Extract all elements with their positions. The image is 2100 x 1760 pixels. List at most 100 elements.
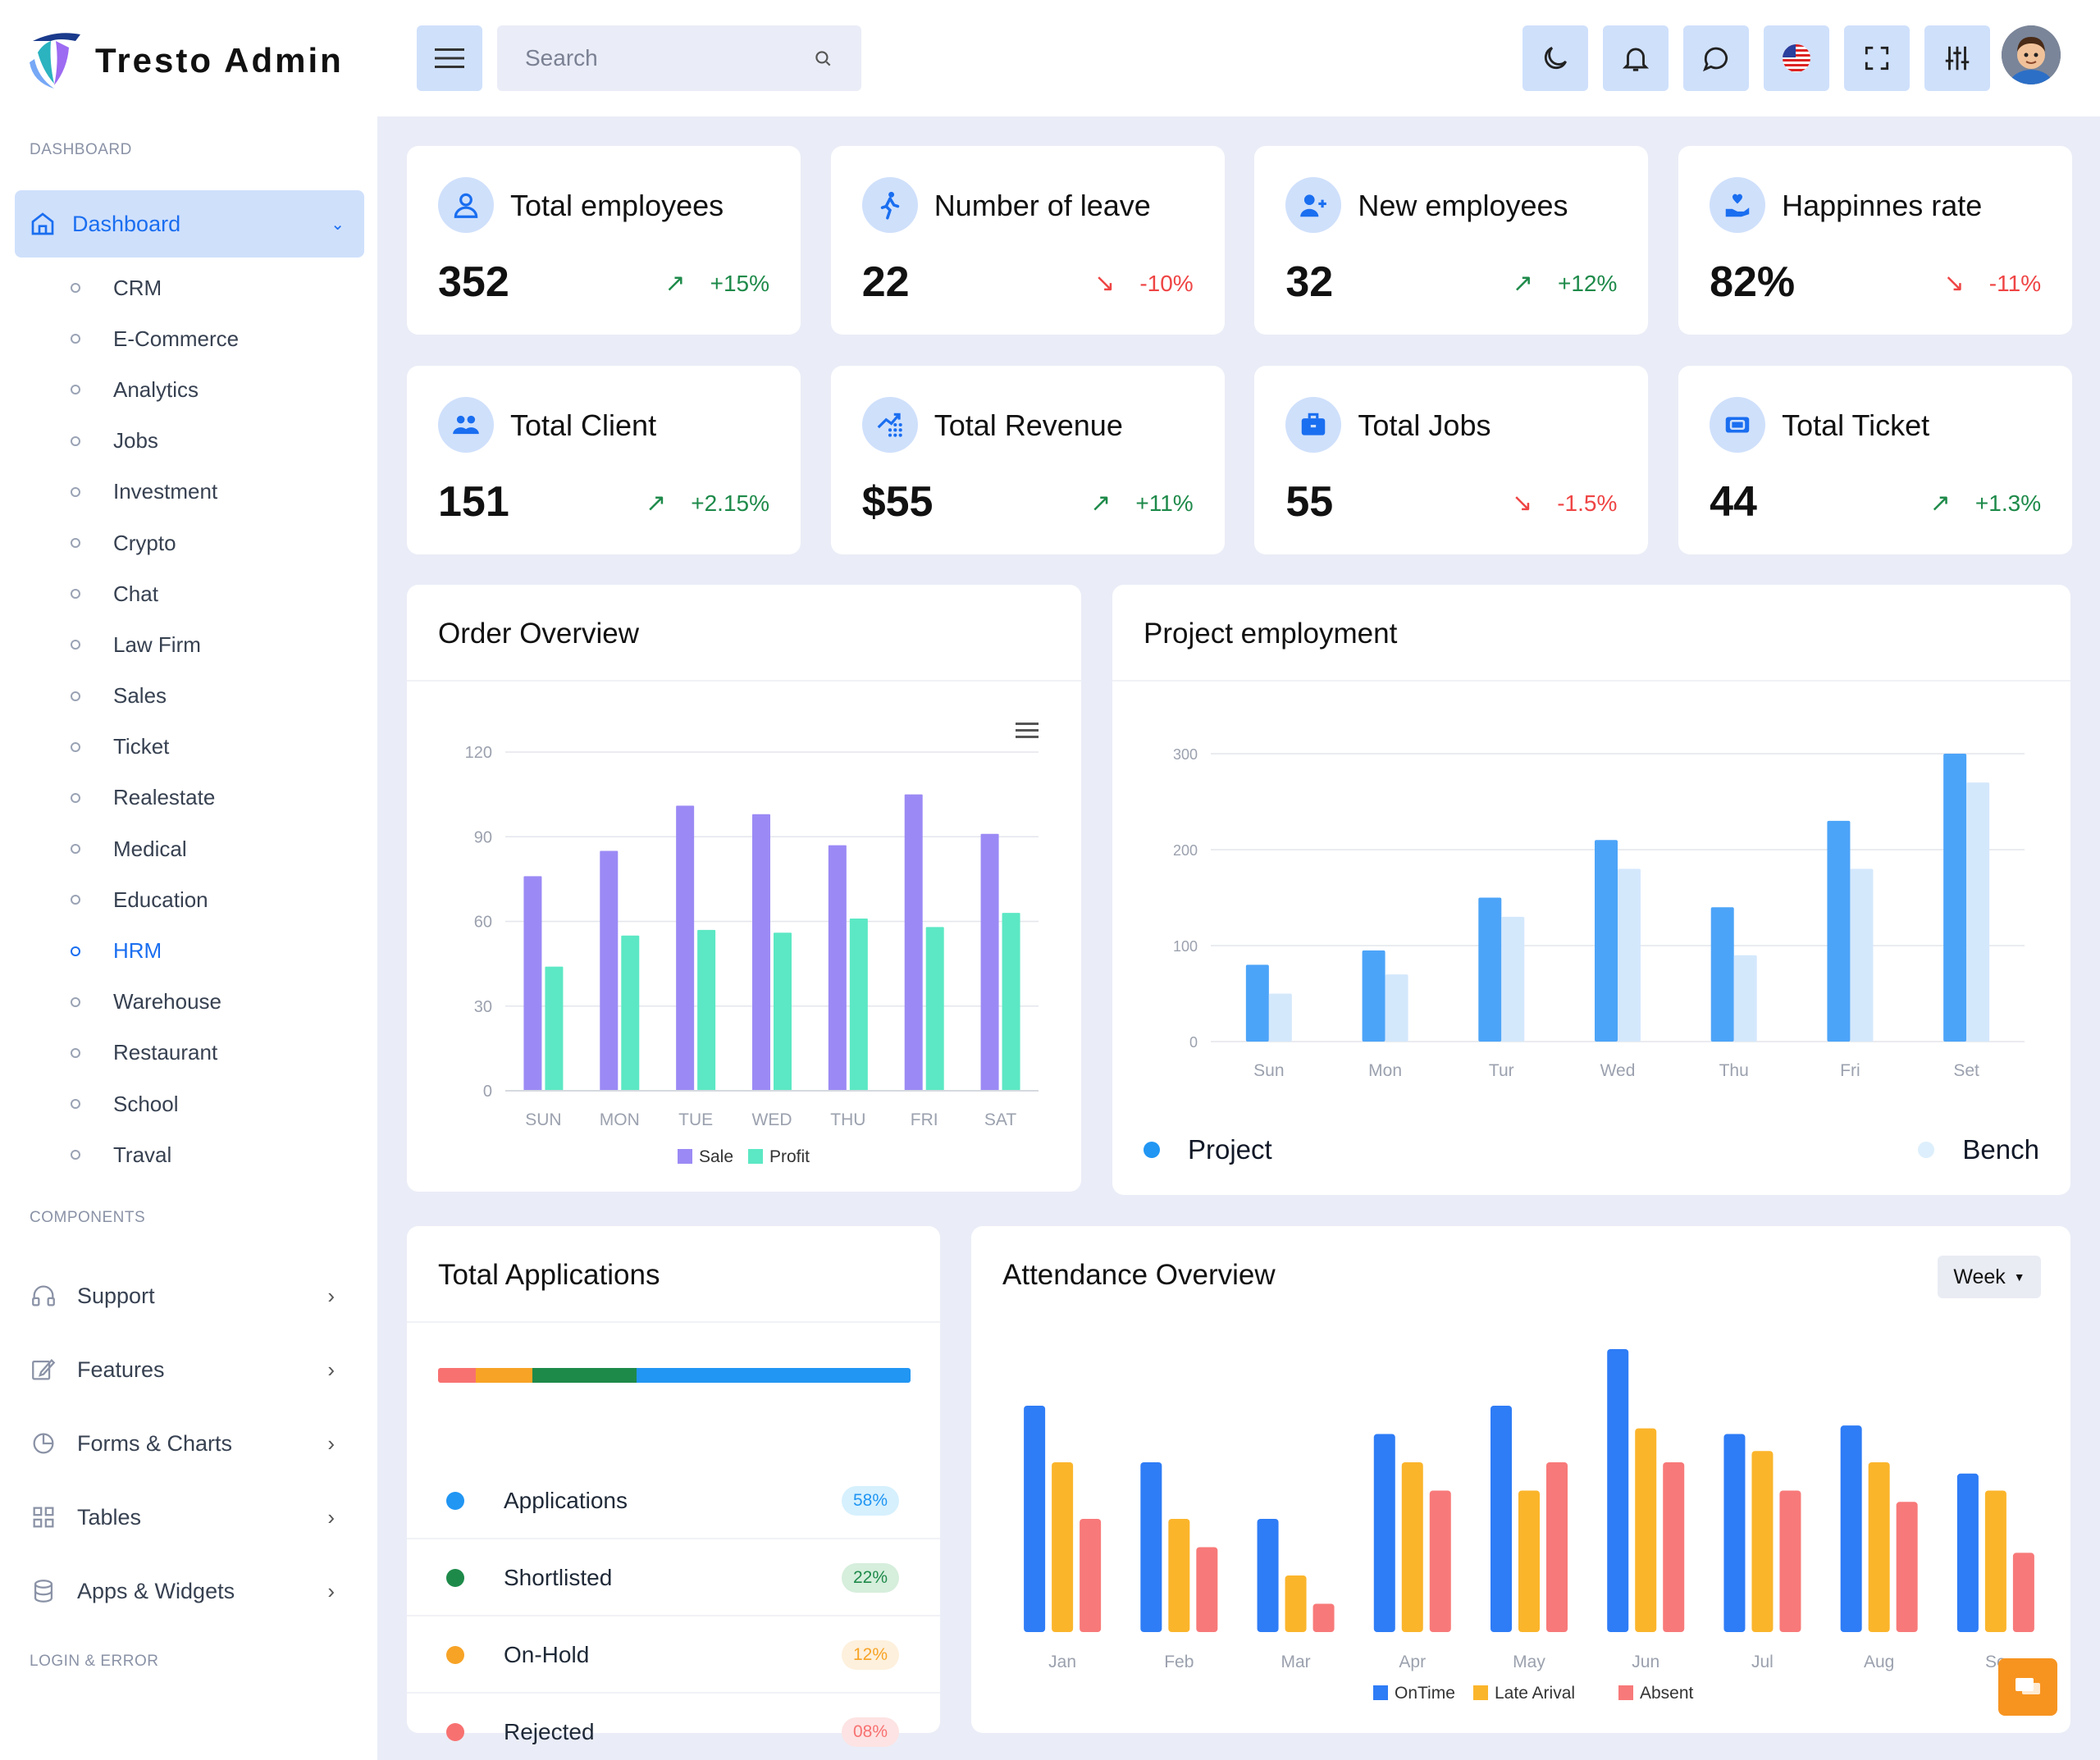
sidebar-item-investment[interactable]: Investment (0, 467, 377, 518)
bar-late-arival[interactable] (1052, 1462, 1074, 1632)
sidebar-item-realestate[interactable]: Realestate (0, 773, 377, 823)
list-item[interactable]: On-Hold 12% (407, 1618, 940, 1694)
bar-sale[interactable] (523, 876, 542, 1091)
bar-sale[interactable] (676, 805, 695, 1091)
bar-profit[interactable] (774, 932, 792, 1091)
range-select[interactable]: Week ▼ (1938, 1256, 2041, 1298)
sidebar-item-crm[interactable]: CRM (0, 262, 377, 313)
bar-project[interactable] (1710, 907, 1734, 1042)
bar-sale[interactable] (752, 814, 770, 1091)
sidebar-item-tables[interactable]: Tables › (0, 1480, 377, 1554)
sidebar-item-dashboard[interactable]: Dashboard ⌄ (15, 190, 364, 258)
chart-menu-icon[interactable] (1016, 723, 1039, 725)
bar-ontime[interactable] (1140, 1462, 1162, 1632)
bar-ontime[interactable] (1257, 1519, 1279, 1632)
sidebar-item-warehouse[interactable]: Warehouse (0, 977, 377, 1028)
bar-late-arival[interactable] (1518, 1490, 1540, 1633)
sidebar-item-traval[interactable]: Traval (0, 1129, 377, 1180)
messages-button[interactable] (1683, 25, 1749, 91)
bar-project[interactable] (1245, 964, 1269, 1042)
sidebar-item-ticket[interactable]: Ticket (0, 722, 377, 773)
legend-label[interactable]: Late Arival (1495, 1684, 1575, 1703)
bar-ontime[interactable] (1723, 1434, 1746, 1633)
bar-sale[interactable] (600, 850, 619, 1091)
bar-sale[interactable] (828, 845, 847, 1091)
bar-ontime[interactable] (1607, 1349, 1629, 1632)
bar-bench[interactable] (1618, 869, 1641, 1042)
bar-project[interactable] (1595, 840, 1618, 1042)
chat-widget-button[interactable] (1998, 1658, 2057, 1716)
language-button[interactable] (1764, 25, 1829, 91)
sidebar-item-forms-charts[interactable]: Forms & Charts › (0, 1407, 377, 1480)
search-bar[interactable]: Search (497, 25, 861, 91)
bar-bench[interactable] (1966, 782, 1990, 1042)
sidebar-item-law-firm[interactable]: Law Firm (0, 619, 377, 670)
bar-ontime[interactable] (1956, 1473, 1979, 1632)
bar-late-arival[interactable] (1285, 1575, 1307, 1632)
bar-late-arival[interactable] (1401, 1462, 1423, 1632)
bar-absent[interactable] (1546, 1462, 1568, 1632)
bar-absent[interactable] (1196, 1547, 1218, 1633)
bar-absent[interactable] (1896, 1502, 1918, 1632)
brand[interactable]: Tresto Admin (26, 30, 344, 92)
bar-project[interactable] (1943, 754, 1967, 1042)
chart-menu-icon[interactable] (1016, 736, 1039, 738)
bar-bench[interactable] (1268, 993, 1292, 1042)
legend-label[interactable]: Sale (699, 1147, 733, 1166)
settings-button[interactable] (1924, 25, 1990, 91)
bar-absent[interactable] (1312, 1603, 1335, 1633)
sidebar-item-apps-widgets[interactable]: Apps & Widgets › (0, 1554, 377, 1628)
legend-label[interactable]: OnTime (1395, 1684, 1455, 1703)
sidebar-item-analytics[interactable]: Analytics (0, 364, 377, 415)
sidebar-item-school[interactable]: School (0, 1078, 377, 1129)
bar-ontime[interactable] (1373, 1434, 1395, 1633)
bar-absent[interactable] (1080, 1519, 1102, 1632)
dark-mode-button[interactable] (1522, 25, 1588, 91)
bar-profit[interactable] (545, 966, 564, 1091)
bar-project[interactable] (1478, 897, 1502, 1042)
bar-profit[interactable] (697, 929, 716, 1091)
bar-sale[interactable] (980, 833, 999, 1091)
chart-menu-icon[interactable] (1016, 729, 1039, 732)
bar-sale[interactable] (904, 794, 923, 1091)
bar-ontime[interactable] (1024, 1406, 1046, 1632)
sidebar-item-education[interactable]: Education (0, 874, 377, 925)
bar-absent[interactable] (1429, 1490, 1451, 1633)
legend-item-project[interactable]: Project (1144, 1134, 1272, 1165)
legend-label[interactable]: Profit (769, 1147, 810, 1166)
bar-late-arival[interactable] (1868, 1462, 1890, 1632)
sidebar-item-sales[interactable]: Sales (0, 671, 377, 722)
menu-toggle-button[interactable] (417, 25, 482, 91)
sidebar-item-crypto[interactable]: Crypto (0, 518, 377, 568)
bar-absent[interactable] (1779, 1490, 1801, 1633)
bar-late-arival[interactable] (1635, 1428, 1657, 1632)
bar-bench[interactable] (1501, 916, 1525, 1042)
fullscreen-button[interactable] (1844, 25, 1910, 91)
list-item[interactable]: Rejected 08% (407, 1695, 940, 1760)
bar-late-arival[interactable] (1984, 1490, 2006, 1633)
bar-project[interactable] (1827, 820, 1851, 1042)
search-input[interactable]: Search (525, 45, 598, 71)
sidebar-item-chat[interactable]: Chat (0, 568, 377, 619)
sidebar-item-medical[interactable]: Medical (0, 823, 377, 874)
bar-ontime[interactable] (1491, 1406, 1512, 1632)
bar-profit[interactable] (1002, 913, 1020, 1091)
sidebar-item-jobs[interactable]: Jobs (0, 416, 377, 467)
sidebar-item-features[interactable]: Features › (0, 1333, 377, 1407)
bar-bench[interactable] (1385, 974, 1408, 1042)
sidebar-item-hrm[interactable]: HRM (0, 925, 377, 976)
sidebar-item-e-commerce[interactable]: E-Commerce (0, 313, 377, 364)
avatar[interactable] (2002, 25, 2061, 84)
bar-project[interactable] (1362, 950, 1386, 1042)
bar-absent[interactable] (1663, 1462, 1685, 1632)
search-icon[interactable] (812, 48, 833, 69)
sidebar-item-restaurant[interactable]: Restaurant (0, 1028, 377, 1078)
sidebar-item-support[interactable]: Support › (0, 1259, 377, 1333)
bar-late-arival[interactable] (1751, 1451, 1774, 1632)
list-item[interactable]: Applications 58% (407, 1464, 940, 1539)
legend-label[interactable]: Absent (1640, 1684, 1694, 1703)
bar-profit[interactable] (621, 935, 640, 1091)
bar-profit[interactable] (925, 927, 944, 1091)
bar-absent[interactable] (2012, 1553, 2034, 1632)
legend-item-bench[interactable]: Bench (1918, 1134, 2039, 1165)
